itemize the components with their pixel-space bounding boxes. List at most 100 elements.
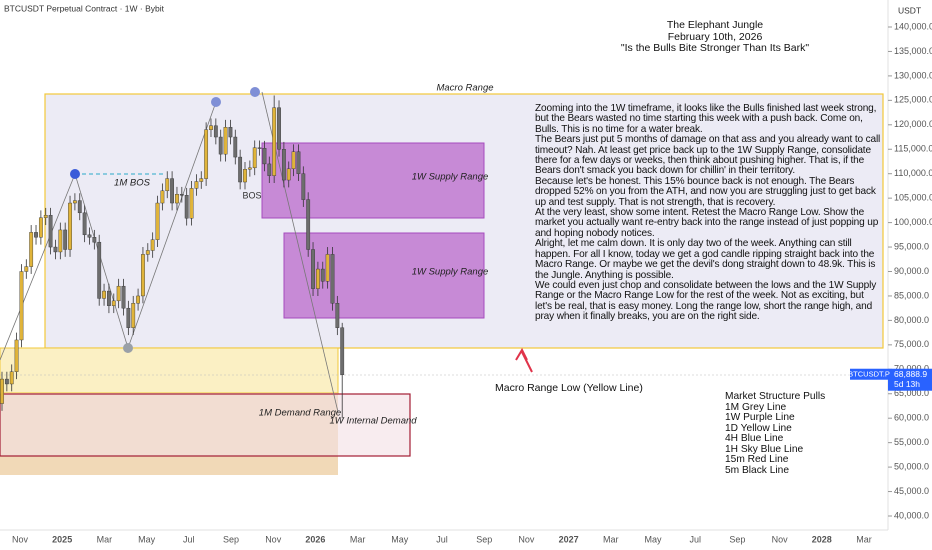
price-tag	[888, 368, 932, 391]
candle-body	[213, 125, 218, 138]
bos-label: BOS	[242, 190, 261, 200]
y-tick-label: 75,000.0	[894, 339, 929, 349]
structure-line	[127, 101, 217, 349]
candle-body	[247, 167, 252, 170]
x-tick-label: Mar	[856, 534, 872, 544]
currency: USDT	[898, 5, 921, 15]
x-tick-label: Mar	[97, 534, 113, 544]
candle-body	[131, 303, 136, 328]
x-tick-label: 2027	[559, 534, 579, 544]
paragraph: Because let's be honest. This 15% bounce…	[535, 175, 876, 208]
yellow-range-box	[0, 347, 339, 394]
legend-item: 1M Grey Line	[725, 401, 787, 413]
pivot-marker	[250, 87, 260, 97]
candle-body	[19, 271, 24, 341]
candle-body	[194, 181, 199, 189]
zone-label: 1W Supply Range	[412, 172, 489, 183]
pivot-marker	[211, 97, 221, 107]
x-tick-label: Sep	[223, 534, 239, 544]
x-tick-label: May	[138, 534, 156, 544]
candle-body	[77, 200, 82, 214]
candle-body	[121, 285, 126, 309]
y-tick-label: 70,000.0	[894, 364, 929, 374]
y-tick-label: 130,000.0	[894, 70, 932, 80]
candle-body	[63, 229, 68, 250]
pivot-marker	[70, 169, 80, 179]
candle-body	[53, 246, 58, 253]
candle-body	[87, 234, 92, 238]
x-tick-label: Mar	[603, 534, 619, 544]
x-tick-label: Nov	[12, 534, 29, 544]
price-axis-bg	[888, 0, 932, 550]
y-tick-label: 105,000.0	[894, 193, 932, 203]
candle-body	[184, 195, 189, 219]
candle-body	[38, 217, 43, 238]
candle-body	[281, 149, 286, 181]
candle-body	[179, 194, 184, 196]
y-tick-label: 135,000.0	[894, 46, 932, 56]
x-tick-label: Mar	[350, 534, 366, 544]
title-line: February 10th, 2026	[667, 30, 763, 43]
y-tick-label: 55,000.0	[894, 437, 929, 447]
y-tick-label: 110,000.0	[894, 168, 932, 178]
x-tick-label: Jul	[183, 534, 195, 544]
x-tick-label: Nov	[265, 534, 282, 544]
candle-body	[58, 229, 63, 253]
candle-body	[340, 327, 345, 375]
candle-body	[170, 178, 174, 204]
candle-body	[233, 136, 238, 158]
arrow	[515, 347, 533, 373]
candle-body	[116, 285, 121, 302]
chart-header: BTCUSDT Perpetual Contract · 1W · Bybit	[4, 3, 165, 13]
candle-body	[277, 107, 281, 150]
candle-body	[48, 215, 53, 248]
x-tick-label: 2028	[812, 534, 832, 544]
symbol-label: BTCUSDT.P	[848, 370, 890, 379]
candle-body	[72, 200, 77, 204]
candle-body	[92, 237, 97, 243]
candle-body	[330, 254, 335, 304]
countdown-label: 5d 13h	[894, 379, 920, 389]
y-tick-label: 40,000.0	[894, 510, 929, 520]
candle-body	[301, 173, 306, 200]
candle-body	[257, 147, 262, 149]
candle-body	[68, 202, 72, 250]
candle-body	[291, 151, 296, 170]
candle-body	[107, 290, 111, 306]
zone-label: 1W Internal Demand	[329, 416, 417, 427]
candle-body	[252, 147, 257, 169]
candle-body	[306, 199, 311, 250]
candle-body	[145, 250, 150, 255]
annotation: Macro Range Low (Yellow Line)	[495, 382, 643, 394]
legend-item: 1D Yellow Line	[725, 422, 792, 434]
candle-body	[165, 178, 170, 192]
y-tick-label: 80,000.0	[894, 315, 929, 325]
x-tick-label: Sep	[729, 534, 745, 544]
candle-body	[24, 266, 29, 272]
y-tick-label: 90,000.0	[894, 266, 929, 276]
y-tick-label: 45,000.0	[894, 486, 929, 496]
candle-body	[189, 188, 194, 219]
candle-body	[43, 215, 48, 218]
candle-body	[311, 249, 315, 289]
candle-body	[286, 168, 291, 181]
candle-body	[111, 300, 116, 306]
candle-body	[136, 295, 140, 304]
symbol-tag	[850, 368, 888, 380]
x-tick-label: Nov	[518, 534, 535, 544]
title-line: The Elephant Jungle	[666, 19, 764, 31]
y-tick-label: 140,000.0	[894, 21, 932, 31]
candle-body	[267, 163, 272, 176]
y-tick-label: 85,000.0	[894, 290, 929, 300]
candle-body	[316, 268, 320, 289]
bos-label: 1M BOS	[114, 178, 151, 189]
y-tick-label: 50,000.0	[894, 461, 929, 471]
y-tick-label: 125,000.0	[894, 95, 932, 105]
pivot-marker	[123, 343, 133, 353]
x-tick-label: Jul	[436, 534, 448, 544]
zone-label: 1M Demand Range	[259, 408, 341, 419]
candle-body	[335, 303, 340, 328]
y-tick-label: 100,000.0	[894, 217, 932, 227]
candle-body	[150, 239, 155, 251]
